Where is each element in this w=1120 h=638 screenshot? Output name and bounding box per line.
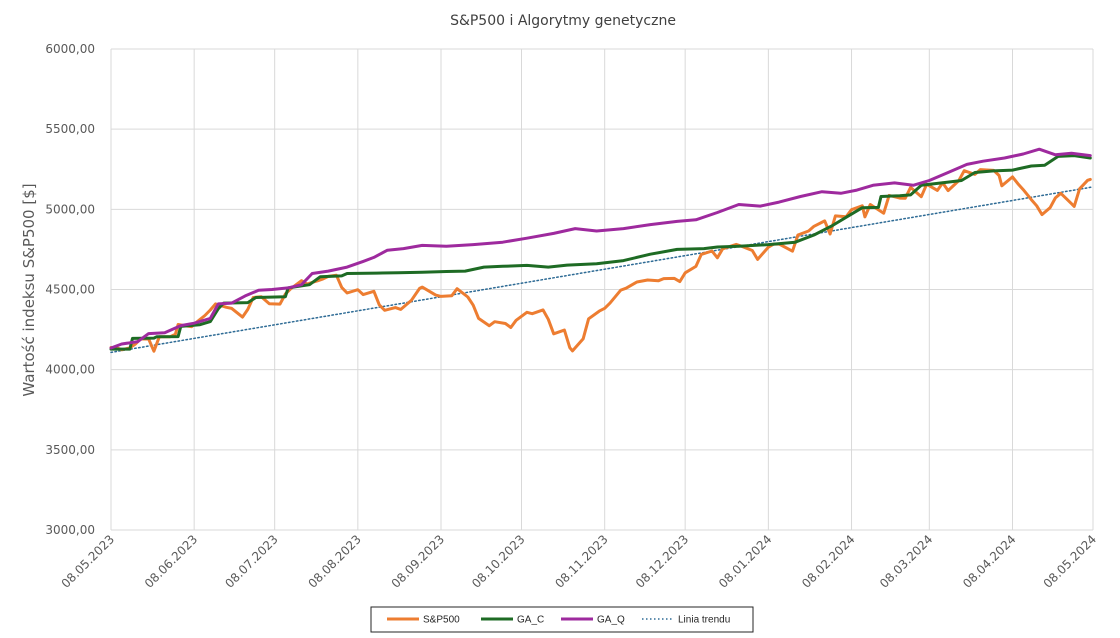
legend-label: GA_C: [517, 615, 544, 626]
y-tick-label: 5000,00: [45, 202, 95, 216]
y-tick-label: 4000,00: [45, 363, 95, 377]
series-line-ga-q: [109, 147, 1092, 350]
y-tick-label: 4500,00: [45, 283, 95, 297]
y-tick-label: 6000,00: [45, 42, 95, 56]
legend-label: GA_Q: [597, 615, 625, 626]
legend-label: Linia trendu: [678, 615, 730, 626]
chart-title: S&P500 i Algorytmy genetyczne: [450, 13, 676, 29]
y-tick-label: 3500,00: [45, 443, 95, 457]
series-line-ga-c: [109, 154, 1092, 351]
y-tick-label: 5500,00: [45, 122, 95, 136]
series-line-linia-trendu: [110, 186, 1094, 354]
grid-layer: [110, 48, 1094, 531]
legend-label: S&P500: [423, 615, 460, 626]
y-axis-label: Wartość indeksu S&P500 [$]: [20, 183, 38, 396]
series-layer: [109, 147, 1094, 354]
legend: S&P500 GA_C GA_Q Linia trendu: [370, 606, 754, 633]
y-tick-label: 3000,00: [45, 523, 95, 537]
